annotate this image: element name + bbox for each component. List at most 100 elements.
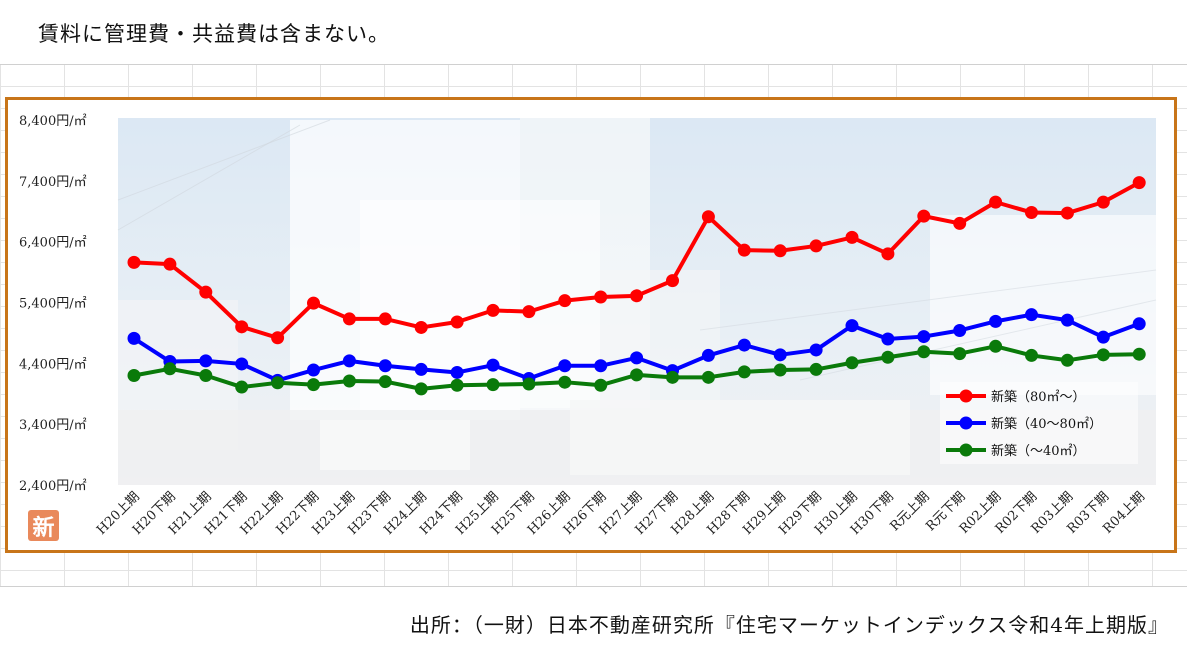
data-point <box>127 255 141 269</box>
data-point <box>271 376 285 390</box>
data-point <box>953 347 967 361</box>
data-point <box>558 294 572 308</box>
chart-legend: 新築（80㎡～） 新築（40～80㎡） 新築（～40㎡） <box>940 382 1138 464</box>
y-axis: 8,400円/㎡ 7,400円/㎡ 6,400円/㎡ 5,400円/㎡ 4,400円/㎡… <box>19 114 87 494</box>
data-point <box>199 354 213 368</box>
data-point <box>414 320 428 334</box>
data-point <box>558 375 572 389</box>
data-point <box>1096 348 1110 362</box>
data-point <box>1025 205 1038 219</box>
data-point <box>701 370 715 384</box>
legend-label: 新築（～40㎡） <box>991 443 1086 459</box>
data-point <box>594 359 608 373</box>
data-point <box>1132 176 1146 190</box>
data-point <box>522 305 536 319</box>
data-point <box>917 330 931 344</box>
legend-swatch-marker <box>959 416 973 430</box>
data-point <box>989 339 1003 353</box>
data-point <box>845 319 859 333</box>
data-point <box>881 332 895 346</box>
data-point <box>737 338 751 352</box>
data-point <box>594 290 608 304</box>
badge-label: 新 <box>32 514 55 541</box>
data-point <box>342 354 356 368</box>
data-point <box>235 357 249 371</box>
x-axis: H20上期H20下期H21上期H21下期H22上期H22下期H23上期H23下期… <box>94 489 1148 538</box>
data-point <box>881 247 895 261</box>
data-point <box>235 320 249 334</box>
data-point <box>737 243 751 257</box>
data-point <box>594 378 608 392</box>
data-point <box>414 382 428 396</box>
data-point <box>809 362 823 376</box>
data-point <box>1060 353 1074 367</box>
data-point <box>1096 330 1110 344</box>
data-point <box>1132 347 1146 361</box>
data-point <box>163 257 177 271</box>
data-point <box>809 239 823 253</box>
data-point <box>307 363 320 377</box>
legend-swatch-marker <box>959 443 973 457</box>
data-point <box>199 285 213 299</box>
source-citation: 出所：（一財）日本不動産研究所『住宅マーケットインデックス令和4年上期版』 <box>409 613 1169 637</box>
y-tick-label: 3,400円/㎡ <box>19 418 87 433</box>
data-point <box>630 351 644 365</box>
data-point <box>342 312 356 326</box>
data-point <box>989 195 1003 209</box>
data-point <box>450 315 464 329</box>
legend-swatch-marker <box>959 389 973 403</box>
y-tick-label: 5,400円/㎡ <box>19 297 87 312</box>
new-build-badge: 新 <box>28 510 59 541</box>
y-tick-label: 7,400円/㎡ <box>19 175 87 190</box>
data-point <box>630 368 644 382</box>
data-point <box>450 365 464 379</box>
data-point <box>917 209 931 223</box>
data-point <box>378 312 392 326</box>
y-tick-label: 8,400円/㎡ <box>19 114 87 129</box>
series-layer <box>127 176 1146 396</box>
data-point <box>737 365 751 379</box>
header-note-band: 賃料に管理費・共益費は含まない。 <box>0 0 1187 65</box>
source-band: 出所：（一財）日本不動産研究所『住宅マーケットインデックス令和4年上期版』 <box>0 586 1187 650</box>
data-point <box>845 356 859 370</box>
data-point <box>881 350 895 364</box>
data-point <box>1060 206 1074 220</box>
data-point <box>773 244 787 258</box>
data-point <box>522 377 536 391</box>
data-point <box>127 369 141 382</box>
data-point <box>486 358 500 372</box>
data-point <box>1132 317 1146 331</box>
y-tick-label: 2,400円/㎡ <box>19 479 87 494</box>
data-point <box>917 345 931 359</box>
data-point <box>666 274 679 288</box>
data-point <box>378 359 392 373</box>
data-point <box>163 362 177 376</box>
data-point <box>235 380 249 394</box>
data-point <box>414 362 428 376</box>
data-point <box>378 375 392 389</box>
data-point <box>486 378 500 392</box>
data-point <box>773 348 787 362</box>
data-point <box>773 363 787 377</box>
data-point <box>666 370 679 384</box>
data-point <box>1025 348 1038 362</box>
data-point <box>558 359 572 373</box>
data-point <box>307 296 320 310</box>
y-tick-label: 4,400円/㎡ <box>19 357 87 372</box>
data-point <box>989 314 1003 328</box>
data-point <box>307 378 320 392</box>
data-point <box>701 348 715 362</box>
data-point <box>809 343 823 357</box>
y-tick-label: 6,400円/㎡ <box>19 236 87 251</box>
data-point <box>1096 195 1110 209</box>
data-point <box>199 369 213 382</box>
data-point <box>271 331 285 345</box>
data-point <box>342 374 356 388</box>
data-point <box>486 303 500 317</box>
data-point <box>701 210 715 224</box>
data-point <box>1060 313 1074 327</box>
data-point <box>953 216 967 230</box>
data-point <box>630 289 644 303</box>
data-point <box>1025 308 1038 322</box>
rent-note: 賃料に管理費・共益費は含まない。 <box>38 22 390 46</box>
